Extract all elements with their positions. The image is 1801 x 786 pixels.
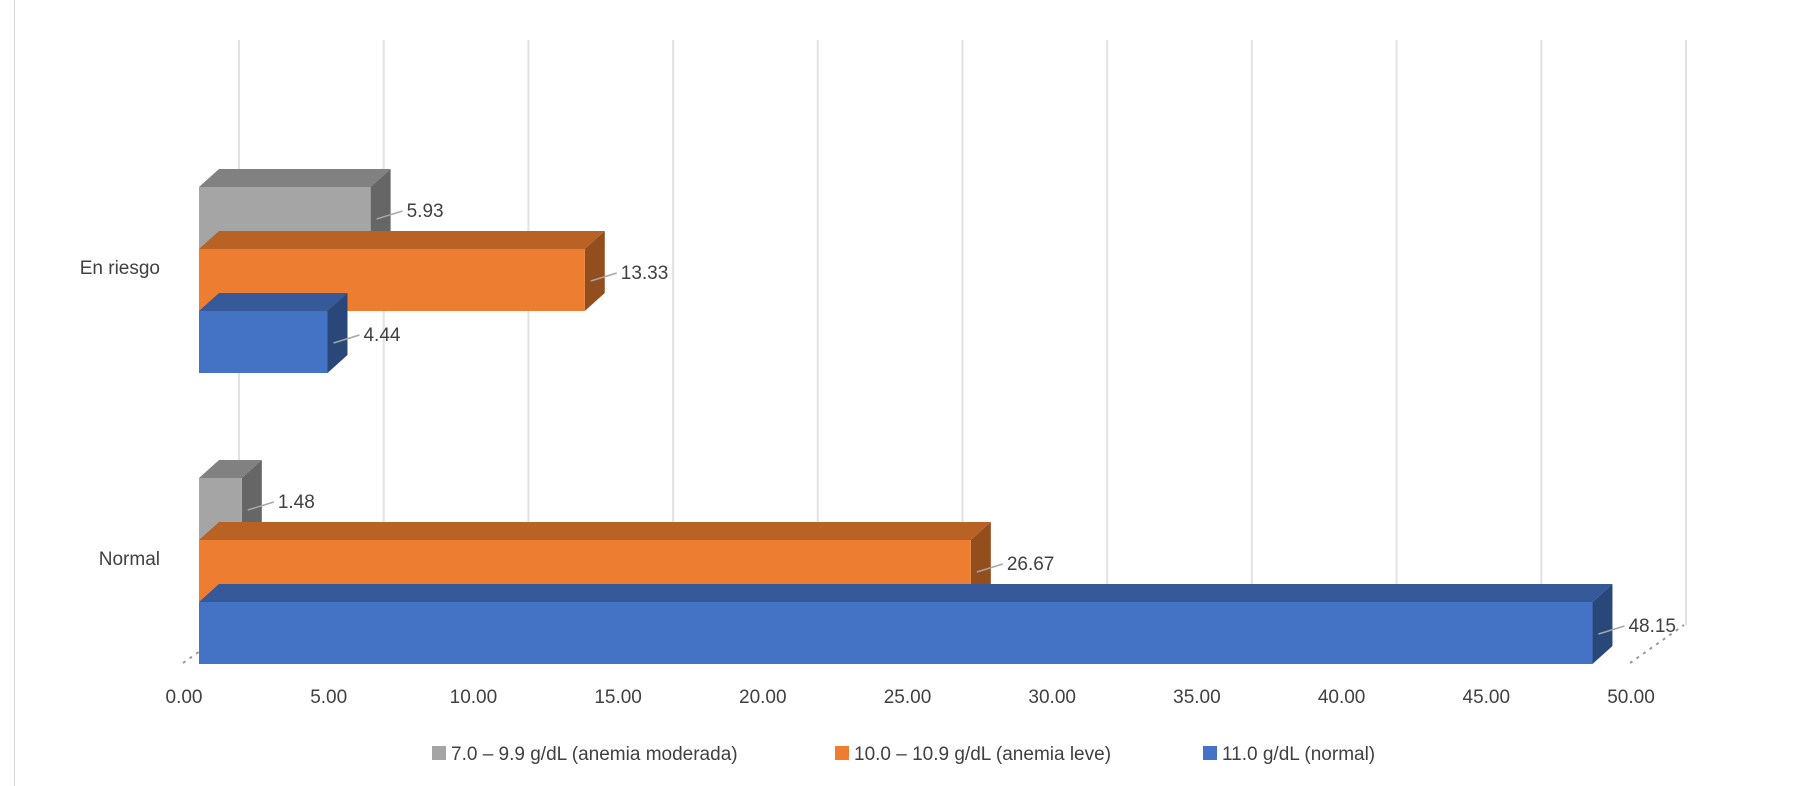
x-tick-label: 5.00 xyxy=(310,687,347,708)
bar-top-face xyxy=(199,522,991,540)
bar-side-face xyxy=(370,169,391,249)
x-tick-label: 20.00 xyxy=(739,687,787,708)
bar-side-face xyxy=(327,293,348,373)
legend-item: 10.0 – 10.9 g/dL (anemia leve) xyxy=(835,744,1111,765)
bar xyxy=(199,293,348,373)
bar-side-face xyxy=(1592,584,1613,664)
bar-side-face xyxy=(970,522,991,602)
category-label: En riesgo xyxy=(80,258,160,279)
x-tick-labels: 0.00 5.00 10.00 15.00 20.00 25.00 30.00 35.00 40… xyxy=(166,687,1655,708)
data-label: 4.44 xyxy=(363,325,400,346)
category-labels: En riesgo Normal xyxy=(80,258,160,570)
bar-side-face xyxy=(584,231,605,311)
legend-swatch xyxy=(835,746,849,760)
data-label: 1.48 xyxy=(278,492,315,513)
axis-depth-marker xyxy=(1629,624,1685,664)
data-label-leader xyxy=(247,501,275,511)
legend: 7.0 – 9.9 g/dL (anemia moderada) 10.0 – 1… xyxy=(432,744,1375,765)
x-tick-label: 40.00 xyxy=(1318,687,1366,708)
data-labels: 5.93 13.33 4.44 1.48 26.67 48.15 xyxy=(247,201,1676,637)
bar xyxy=(199,231,605,311)
bar-front-face xyxy=(199,602,1593,664)
x-tick-label: 30.00 xyxy=(1028,687,1076,708)
bar-top-face xyxy=(199,293,348,311)
legend-swatch xyxy=(1203,746,1217,760)
legend-label: 11.0 g/dL (normal) xyxy=(1222,744,1375,765)
data-label-leader xyxy=(1598,625,1625,635)
x-tick-label: 45.00 xyxy=(1463,687,1511,708)
bars xyxy=(199,169,1613,664)
bar xyxy=(199,460,262,540)
bar-top-face xyxy=(199,169,391,187)
category-label: Normal xyxy=(99,549,160,570)
legend-swatch xyxy=(432,746,446,760)
data-label-leader xyxy=(376,210,403,220)
legend-item: 11.0 g/dL (normal) xyxy=(1203,744,1375,765)
x-tick-label: 25.00 xyxy=(884,687,932,708)
bar-front-face xyxy=(199,311,328,373)
data-label: 13.33 xyxy=(621,263,669,284)
x-tick-label: 15.00 xyxy=(594,687,642,708)
x-tick-label: 50.00 xyxy=(1607,687,1655,708)
data-label-leader xyxy=(976,563,1004,573)
bar xyxy=(199,584,1613,664)
bar-top-face xyxy=(199,584,1613,602)
legend-label: 7.0 – 9.9 g/dL (anemia moderada) xyxy=(451,744,738,765)
x-tick-label: 0.00 xyxy=(166,687,203,708)
x-tick-label: 35.00 xyxy=(1173,687,1221,708)
bar-top-face xyxy=(199,460,262,478)
legend-label: 10.0 – 10.9 g/dL (anemia leve) xyxy=(854,744,1111,765)
frame-left-border xyxy=(14,0,15,786)
x-tick-label: 10.00 xyxy=(450,687,498,708)
legend-item: 7.0 – 9.9 g/dL (anemia moderada) xyxy=(432,744,738,765)
data-label: 26.67 xyxy=(1007,554,1055,575)
data-label: 5.93 xyxy=(407,201,444,222)
bar-top-face xyxy=(199,231,605,249)
data-label: 48.15 xyxy=(1628,616,1676,637)
data-label-leader xyxy=(333,334,360,344)
bar-side-face xyxy=(241,460,262,540)
data-label-leader xyxy=(590,272,617,282)
